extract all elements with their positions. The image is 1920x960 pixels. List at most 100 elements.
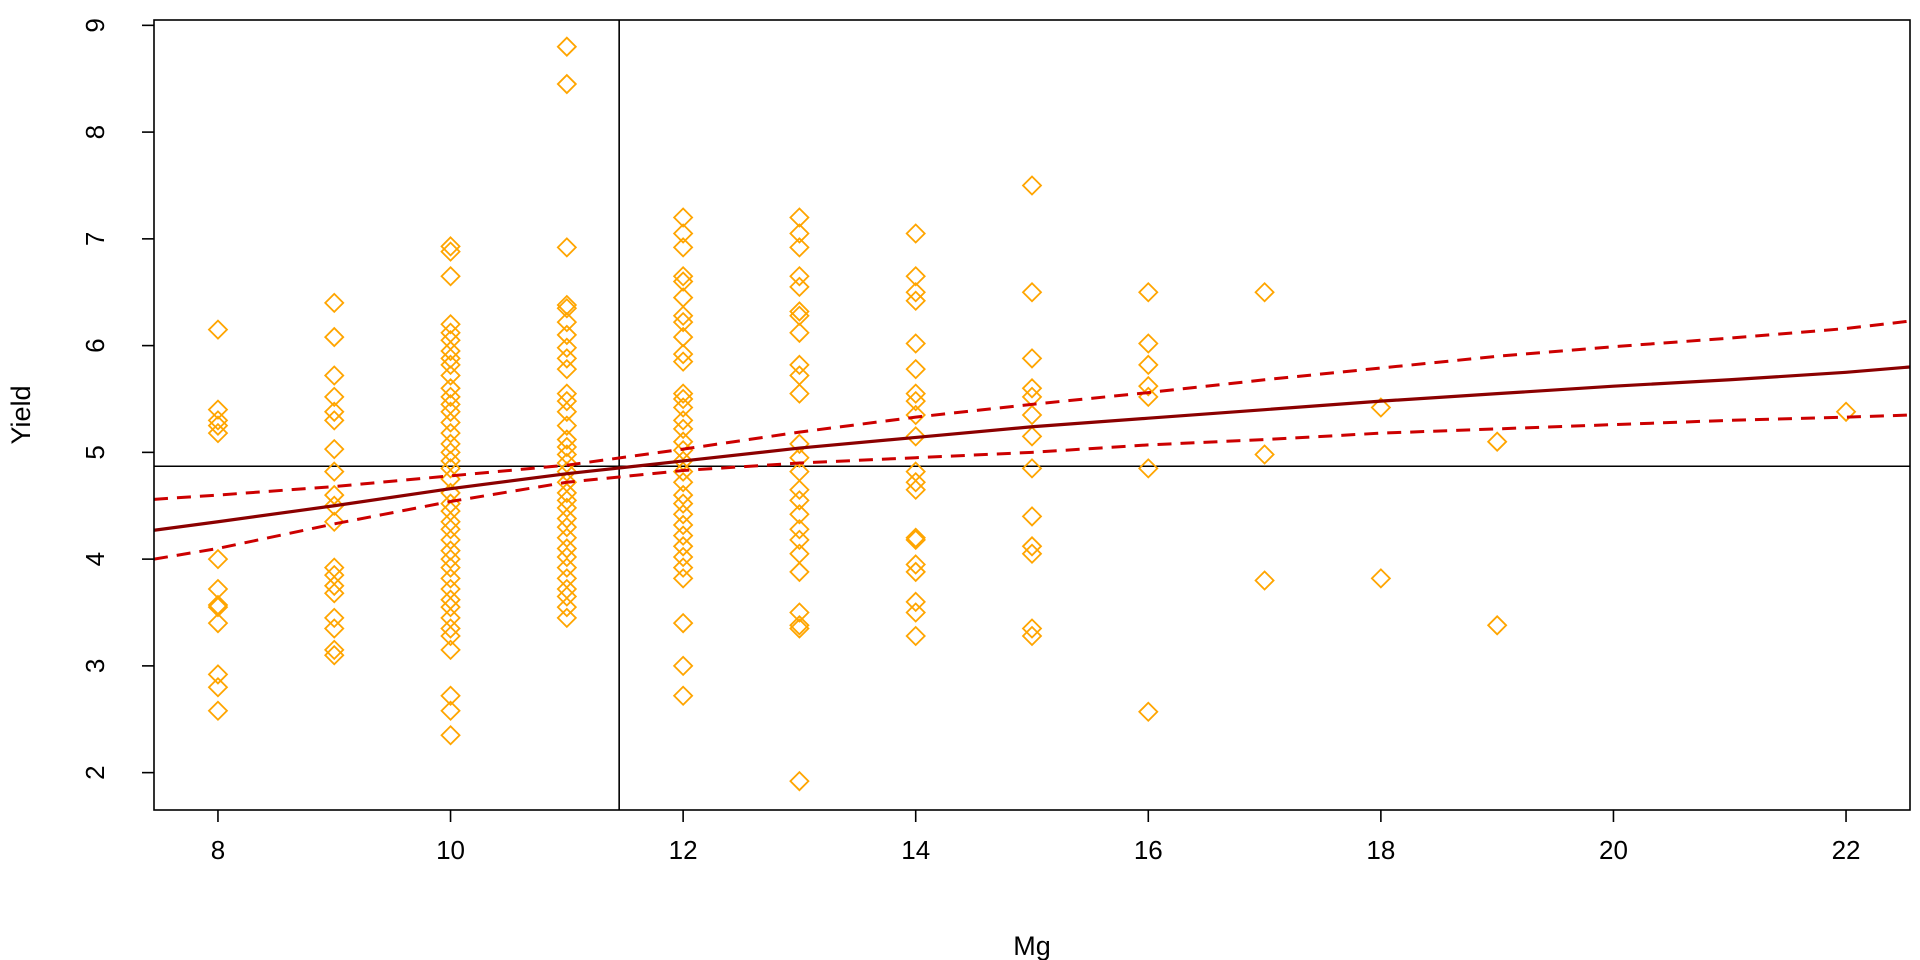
data-point <box>672 612 694 634</box>
confidence-band-line <box>154 413 1910 561</box>
data-point <box>789 322 810 344</box>
data-point <box>905 561 926 583</box>
data-point <box>440 468 461 490</box>
data-point <box>1021 536 1043 557</box>
data-point <box>1254 444 1275 465</box>
data-point <box>1370 397 1392 418</box>
data-point <box>1021 426 1043 447</box>
x-tick-label: 20 <box>1599 835 1628 865</box>
data-point <box>1138 458 1159 479</box>
data-point <box>1138 375 1159 397</box>
data-point <box>323 461 345 482</box>
data-point <box>1021 175 1043 196</box>
data-point <box>789 529 810 551</box>
data-point <box>672 351 694 372</box>
data-point <box>672 397 694 418</box>
y-tick-label: 9 <box>80 18 110 32</box>
data-point <box>440 607 461 629</box>
data-point <box>905 554 926 575</box>
data-point <box>789 433 810 455</box>
data-point <box>440 340 461 362</box>
x-tick-label: 22 <box>1832 835 1861 865</box>
data-point <box>789 518 810 540</box>
confidence-band-line <box>154 319 1910 501</box>
data-point <box>440 578 461 600</box>
data-point <box>556 436 578 458</box>
x-axis: 8 10 12 14 16 18 20 22 <box>211 810 1861 865</box>
data-point <box>323 583 345 604</box>
data-point <box>440 236 461 257</box>
data-point <box>323 564 345 586</box>
data-point <box>556 237 578 258</box>
data-point <box>905 591 926 613</box>
data-point <box>556 482 578 504</box>
data-point <box>672 271 694 292</box>
data-point <box>207 676 229 698</box>
data-point <box>440 401 461 423</box>
data-point <box>789 207 810 228</box>
data-point <box>440 568 461 589</box>
data-point <box>556 324 578 346</box>
data-point <box>905 602 926 623</box>
data-point <box>672 410 694 431</box>
data-point <box>672 305 694 326</box>
data-point <box>1021 348 1043 369</box>
data-point <box>323 386 345 408</box>
reference-lines <box>154 20 1910 810</box>
data-point <box>207 548 229 570</box>
data-point <box>207 700 229 721</box>
data-point <box>905 390 926 412</box>
data-point <box>789 479 810 501</box>
data-point <box>905 290 926 312</box>
data-point <box>323 292 345 314</box>
data-point <box>672 525 694 546</box>
data-point <box>672 383 694 404</box>
data-point <box>789 265 810 287</box>
data-point <box>556 36 578 57</box>
data-point <box>905 404 926 426</box>
data-point <box>440 618 461 639</box>
data-point <box>323 618 345 639</box>
data-point <box>672 568 694 589</box>
data-point <box>1486 615 1508 636</box>
data-point <box>1138 333 1159 354</box>
data-point <box>1138 354 1159 376</box>
x-tick-label: 18 <box>1366 835 1395 865</box>
data-point <box>905 527 926 549</box>
data-point <box>440 412 461 433</box>
data-point <box>440 529 461 551</box>
data-point <box>1486 431 1508 452</box>
data-point <box>556 348 578 369</box>
data-point <box>1021 378 1043 399</box>
data-point <box>672 557 694 578</box>
data-point <box>672 388 694 410</box>
data-point <box>672 207 694 228</box>
data-point <box>1021 404 1043 426</box>
data-point <box>672 685 694 707</box>
data-point <box>556 461 578 482</box>
data-point <box>323 607 345 629</box>
data-point <box>789 276 810 298</box>
data-point <box>440 458 461 479</box>
data-point <box>789 561 810 583</box>
data-point <box>672 223 694 244</box>
data-point <box>207 410 229 431</box>
data-point <box>207 319 229 340</box>
data-point <box>1021 625 1043 647</box>
data-point <box>323 484 345 506</box>
data-point <box>556 516 578 538</box>
data-point <box>323 326 345 348</box>
data-point <box>440 265 461 287</box>
data-point <box>440 639 461 661</box>
y-tick-label: 6 <box>80 338 110 352</box>
data-point <box>672 471 694 493</box>
data-point <box>207 664 229 685</box>
data-point <box>672 536 694 557</box>
data-point <box>789 365 810 386</box>
x-axis-label: Mg <box>1013 931 1051 960</box>
data-point <box>1021 618 1043 639</box>
data-point <box>440 493 461 514</box>
data-point <box>672 265 694 287</box>
x-tick-label: 14 <box>901 835 930 865</box>
